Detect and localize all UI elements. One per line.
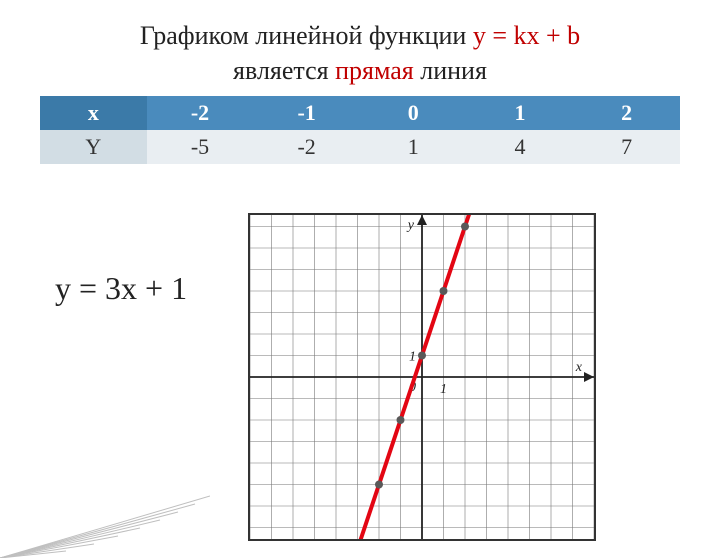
table-x-3: 1	[467, 96, 574, 130]
table-y-0: -5	[147, 130, 254, 164]
title-text-2: является	[233, 56, 335, 85]
table-header-y: Y	[40, 130, 147, 164]
table-x-0: -2	[147, 96, 254, 130]
title-text-1: Графиком линейной функции	[140, 21, 473, 50]
table-x-4: 2	[573, 96, 680, 130]
table-value-row: Y -5 -2 1 4 7	[40, 130, 680, 164]
corner-decoration	[0, 468, 210, 558]
table-y-1: -2	[253, 130, 360, 164]
table-header-x: x	[40, 96, 147, 130]
table-x-2: 0	[360, 96, 467, 130]
svg-text:x: x	[575, 360, 583, 375]
table-header-row: x -2 -1 0 1 2	[40, 96, 680, 130]
table-y-2: 1	[360, 130, 467, 164]
svg-text:y: y	[406, 218, 415, 233]
title-highlight: прямая	[335, 56, 414, 85]
title-text-3: линия	[414, 56, 487, 85]
slide-title: Графиком линейной функции y = kx + b явл…	[0, 18, 720, 88]
chart-svg: xy011	[250, 215, 594, 539]
table-x-1: -1	[253, 96, 360, 130]
chart-area: xy011	[248, 213, 596, 541]
equation-label: y = 3x + 1	[55, 270, 187, 307]
svg-text:1: 1	[409, 350, 416, 365]
table-y-4: 7	[573, 130, 680, 164]
svg-text:1: 1	[440, 382, 447, 397]
table-y-3: 4	[467, 130, 574, 164]
title-function: y = kx + b	[473, 21, 580, 50]
value-table: x -2 -1 0 1 2 Y -5 -2 1 4 7	[40, 96, 680, 164]
